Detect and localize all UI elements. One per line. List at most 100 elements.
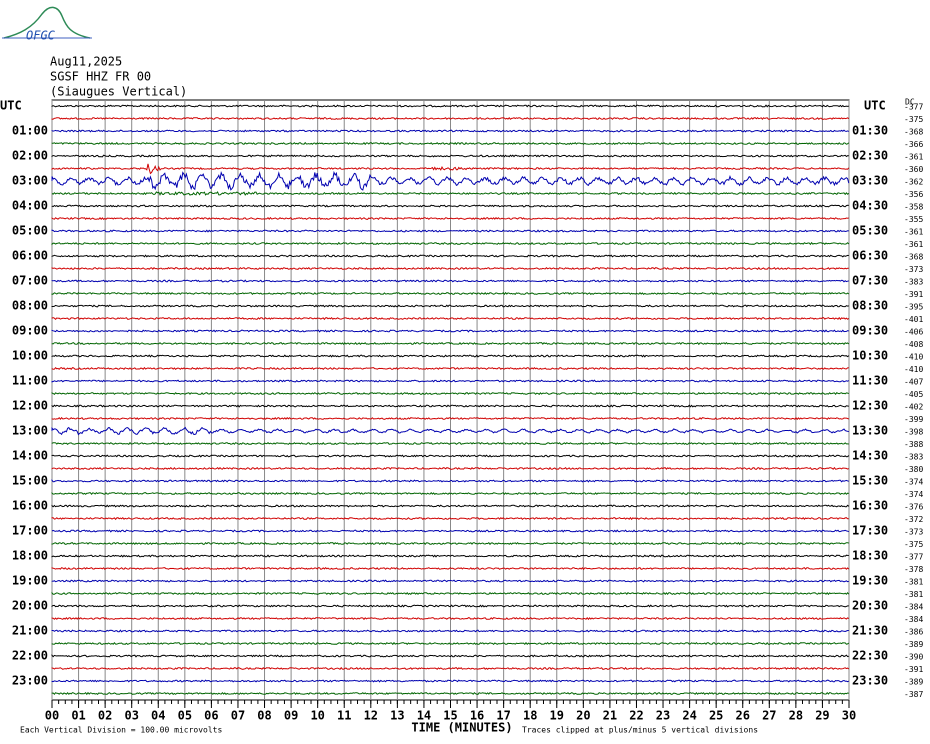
time-zone-left: UTC [0,99,22,113]
trace [51,104,849,108]
x-axis-label: TIME (MINUTES) [411,721,512,735]
trace [51,454,850,458]
footer-left: Each Vertical Division = 100.00 microvol… [20,726,222,735]
row-end-label: 14:30 [852,449,888,463]
dc-offset: -377 [904,553,923,562]
dc-offset: -378 [904,565,923,574]
row-start-label: 04:00 [12,199,48,213]
trace [51,316,850,321]
date: Aug11,2025 [50,55,122,69]
trace [51,279,849,283]
trace [51,304,849,308]
trace [51,129,849,133]
dc-offset: -391 [904,290,923,299]
row-end-label: 18:30 [852,549,888,563]
row-end-label: 10:30 [852,349,888,363]
row-end-label: 22:30 [852,649,888,663]
trace [51,404,849,408]
dc-offset: -366 [904,140,923,149]
dc-offset: -406 [904,328,923,337]
row-start-label: 15:00 [12,474,48,488]
dc-offset: -375 [904,115,923,124]
row-end-label: 16:30 [852,499,888,513]
trace [51,466,849,471]
trace [51,604,849,608]
row-end-label: 20:30 [852,599,888,613]
trace [51,229,849,233]
row-start-label: 05:00 [12,224,48,238]
row-end-label: 11:30 [852,374,888,388]
row-start-label: 13:00 [12,424,48,438]
dc-offset: -408 [904,340,923,349]
row-end-label: 03:30 [852,174,888,188]
dc-offset: -358 [904,203,923,212]
x-tick-label: 03 [124,709,138,723]
row-end-label: 23:30 [852,674,888,688]
dc-label: DC [905,98,915,107]
x-tick-label: 05 [178,709,192,723]
row-start-label: 02:00 [12,149,48,163]
row-end-label: 19:30 [852,574,888,588]
row-end-label: 09:30 [852,324,888,338]
x-tick-label: 19 [550,709,564,723]
trace [51,204,849,208]
row-start-label: 12:00 [12,399,48,413]
trace [51,478,849,483]
dc-offset: -383 [904,278,923,287]
x-tick-label: 21 [603,709,617,723]
trace [51,567,850,571]
trace [51,541,849,546]
row-end-label: 15:30 [852,474,888,488]
dc-offset: -384 [904,615,923,624]
trace [51,254,849,258]
component: (Siaugues Vertical) [50,85,187,99]
trace [51,426,849,436]
trace [51,654,849,658]
row-start-label: 10:00 [12,349,48,363]
row-start-label: 07:00 [12,274,48,288]
row-start-label: 16:00 [12,499,48,513]
row-end-label: 21:30 [852,624,888,638]
row-start-label: 19:00 [12,574,48,588]
row-end-label: 07:30 [852,274,888,288]
trace [51,641,850,646]
trace [51,354,850,358]
dc-offset: -355 [904,215,923,224]
dc-offset: -391 [904,665,923,674]
x-tick-label: 06 [204,709,218,723]
dc-offset: -381 [904,590,923,599]
x-tick-label: 24 [682,709,696,723]
row-end-label: 17:30 [852,524,888,538]
row-start-label: 22:00 [12,649,48,663]
trace [51,341,850,346]
trace [51,216,849,221]
dc-offset: -374 [904,478,923,487]
x-tick-label: 11 [337,709,351,723]
row-start-label: 01:00 [12,124,48,138]
x-tick-label: 22 [629,709,643,723]
dc-offset: -368 [904,128,923,137]
dc-offset: -361 [904,153,923,162]
x-tick-label: 14 [417,709,431,723]
trace [51,191,850,196]
trace [51,291,850,296]
dc-offset: -398 [904,428,923,437]
row-start-label: 17:00 [12,524,48,538]
x-tick-label: 09 [284,709,298,723]
row-start-label: 20:00 [12,599,48,613]
row-end-label: 05:30 [852,224,888,238]
x-tick-label: 02 [98,709,112,723]
dc-offset: -389 [904,640,923,649]
row-start-label: 06:00 [12,249,48,263]
row-start-label: 21:00 [12,624,48,638]
row-start-label: 11:00 [12,374,48,388]
x-tick-label: 15 [443,709,457,723]
dc-offset: -373 [904,528,923,537]
logo-shape [3,6,91,39]
dc-offset: -386 [904,628,923,637]
x-tick-label: 27 [762,709,776,723]
trace [51,379,850,383]
dc-offset: -362 [904,178,923,187]
x-tick-label: 10 [310,709,324,723]
dc-offset: -401 [904,315,923,324]
